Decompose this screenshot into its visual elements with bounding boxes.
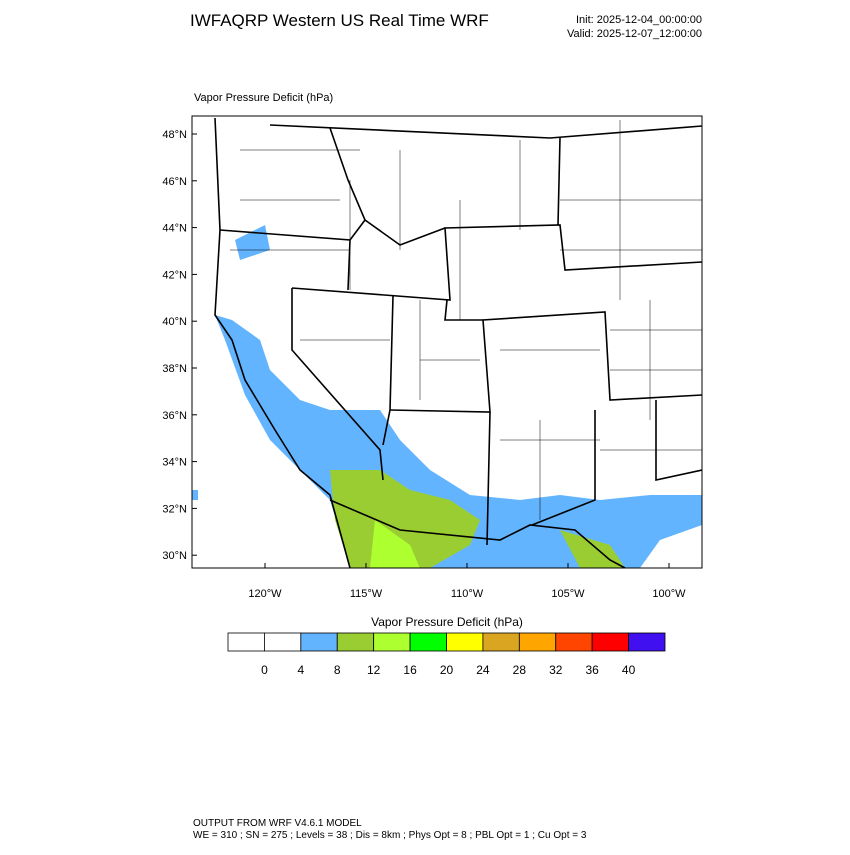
- lat-label: 34°N: [162, 457, 187, 469]
- colorbar-label: 8: [334, 663, 341, 677]
- lat-label: 30°N: [162, 550, 187, 562]
- vpd-field: [330, 470, 480, 568]
- colorbar-box: [446, 632, 484, 652]
- lon-label: 100°W: [652, 588, 686, 600]
- vpd-field: [370, 520, 420, 568]
- valid-time: Valid: 2025-12-07_12:00:00: [567, 28, 702, 40]
- footer-line: OUTPUT FROM WRF V4.6.1 MODEL: [193, 818, 362, 829]
- lat-label: 40°N: [162, 316, 187, 328]
- colorbar-label: 32: [549, 663, 563, 677]
- colorbar-label: 20: [440, 663, 454, 677]
- lat-label: 36°N: [162, 410, 187, 422]
- panel-title: Vapor Pressure Deficit (hPa): [194, 92, 333, 104]
- lon-label: 105°W: [551, 588, 585, 600]
- colorbar-box: [336, 632, 375, 652]
- colorbar-label: 4: [297, 663, 304, 677]
- vpd-field: [192, 490, 198, 500]
- lon-label: 115°W: [350, 588, 383, 600]
- colorbar-box: [518, 632, 557, 652]
- lat-label: 48°N: [162, 129, 187, 141]
- lat-label: 42°N: [162, 269, 187, 281]
- lon-labels: 120°W 115°W 110°W 105°W 100°W: [248, 563, 686, 600]
- main-title: IWFAQRP Western US Real Time WRF: [190, 11, 489, 30]
- colorbar-box: [555, 632, 593, 652]
- colorbar-box: [227, 632, 265, 652]
- colorbar-label: 16: [403, 663, 417, 677]
- colorbar-box: [628, 632, 666, 652]
- borders: [214, 117, 702, 568]
- map: [191, 115, 703, 569]
- lon-label: 120°W: [248, 588, 282, 600]
- colorbar-label: 40: [622, 663, 636, 677]
- colorbar: 0 4 8 12 16 20 24 28 32 36 40: [227, 632, 666, 677]
- footer-line: WE = 310 ; SN = 275 ; Levels = 38 ; Dis …: [193, 830, 587, 841]
- vpd-field: [235, 225, 270, 260]
- colorbar-label: 0: [261, 663, 268, 677]
- init-time: Init: 2025-12-04_00:00:00: [576, 14, 702, 26]
- colorbar-label: 24: [476, 663, 490, 677]
- colorbar-label: 36: [585, 663, 599, 677]
- colorbar-box: [409, 632, 447, 652]
- colorbar-box: [591, 632, 629, 652]
- lat-labels: 48°N 46°N 44°N 42°N 40°N 38°N 36°N 34°N 32°N 30°N: [162, 129, 197, 562]
- lon-label: 110°W: [451, 588, 484, 600]
- lat-label: 44°N: [162, 223, 187, 235]
- colorbar-title: Vapor Pressure Deficit (hPa): [371, 615, 523, 629]
- colorbar-label: 28: [513, 663, 527, 677]
- lat-label: 46°N: [162, 176, 187, 188]
- county-lines: [230, 120, 702, 520]
- colorbar-box: [373, 632, 411, 652]
- lat-label: 38°N: [162, 363, 187, 375]
- colorbar-box: [482, 632, 520, 652]
- lat-label: 32°N: [162, 503, 187, 515]
- colorbar-label: 12: [367, 663, 381, 677]
- map-frame: [191, 115, 703, 569]
- colorbar-box: [264, 632, 302, 652]
- colorbar-box: [300, 632, 338, 652]
